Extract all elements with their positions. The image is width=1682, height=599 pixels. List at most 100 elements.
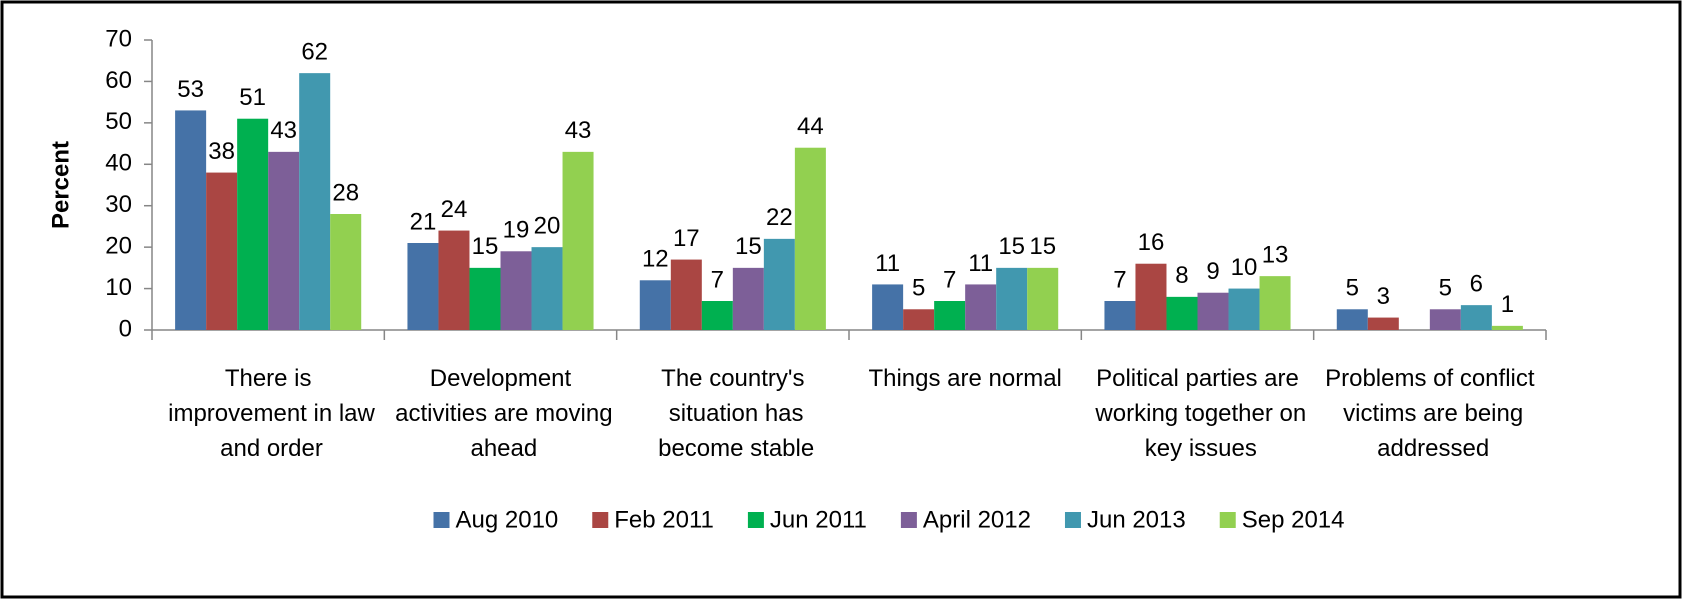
bar [1104, 301, 1136, 330]
x-tick-label-line: Things are normal [868, 365, 1061, 392]
bar [701, 301, 733, 330]
bar [268, 151, 300, 330]
x-tick-label-line: There is [225, 365, 312, 392]
y-axis-label: Percent [47, 141, 74, 229]
y-tick-label: 70 [105, 25, 132, 52]
x-tick-label-line: key issues [1138, 435, 1257, 462]
bar [299, 73, 331, 331]
y-tick-label: 10 [105, 274, 132, 301]
bar [1491, 325, 1523, 330]
value-label: 16 [1138, 229, 1165, 256]
legend-label: Jun 2011 [770, 506, 867, 533]
value-label: 7 [943, 266, 956, 293]
value-label: 53 [177, 76, 204, 103]
bar [670, 259, 702, 330]
legend-swatch [592, 512, 609, 528]
x-tick-label-line: The country's [661, 365, 804, 392]
value-label: 24 [441, 196, 468, 223]
legend-swatch [1064, 512, 1081, 528]
bar [1166, 296, 1198, 330]
x-tick-label: The country's situation has become stabl… [651, 365, 814, 462]
value-label: 51 [239, 84, 266, 111]
value-label: 6 [1470, 270, 1483, 297]
bar [732, 267, 764, 330]
y-tick-label: 40 [105, 150, 132, 177]
value-label: 13 [1262, 241, 1289, 268]
legend-item: Sep 2014 [1219, 506, 1345, 533]
bar [1027, 267, 1059, 330]
bar [1336, 309, 1368, 330]
value-label: 10 [1231, 254, 1258, 281]
y-tick-label: 30 [105, 191, 132, 218]
bar [1259, 276, 1291, 330]
y-tick-label: 0 [119, 315, 132, 342]
y-tick-label: 50 [105, 108, 132, 135]
legend-label: Feb 2011 [614, 506, 714, 533]
legend-item: Jun 2011 [747, 506, 867, 533]
bar [639, 280, 671, 330]
value-label: 28 [332, 179, 359, 206]
value-label: 44 [797, 113, 824, 140]
x-tick-label-line: become stable [651, 435, 814, 462]
legend-swatch [747, 512, 764, 528]
legend-item: Jun 2013 [1064, 506, 1186, 533]
value-label: 17 [673, 225, 700, 252]
bar [469, 267, 501, 330]
bar [1367, 317, 1399, 330]
bar [206, 172, 238, 330]
x-tick-label-line: situation has [662, 400, 803, 427]
bar [1228, 288, 1260, 330]
x-tick-label-line: working together on [1089, 400, 1306, 427]
x-tick-label: Development activities are moving ahead [388, 365, 612, 462]
bar [531, 247, 563, 330]
bar [1135, 263, 1167, 330]
legend-swatch [900, 512, 917, 528]
value-label: 38 [208, 138, 235, 165]
legend-item: April 2012 [900, 506, 1031, 533]
x-tick-label-line: activities are moving [388, 400, 612, 427]
x-tick-label-line: and order [213, 435, 322, 462]
x-tick-label: There is improvement in law and order [161, 365, 375, 462]
bar [407, 243, 439, 330]
value-label: 62 [301, 38, 328, 65]
value-label: 9 [1206, 258, 1219, 285]
bar [1460, 305, 1492, 330]
x-tick-label-line: Problems of conflict [1325, 365, 1535, 392]
bar [237, 118, 269, 330]
value-label: 12 [642, 246, 669, 273]
x-tick-label-line: Development [430, 365, 572, 392]
legend-item: Feb 2011 [592, 506, 714, 533]
legend-item: Aug 2010 [433, 506, 558, 533]
bar [934, 301, 966, 330]
value-label: 15 [472, 233, 499, 260]
value-label: 8 [1175, 262, 1188, 289]
value-label: 3 [1377, 283, 1390, 310]
y-tick-label: 60 [105, 67, 132, 94]
bar [794, 147, 826, 330]
x-tick-label-line: Political parties are [1096, 365, 1299, 392]
value-label: 11 [968, 250, 993, 277]
value-label: 43 [565, 117, 592, 144]
bar [500, 251, 532, 330]
value-label: 15 [1029, 233, 1056, 260]
value-label: 5 [1439, 275, 1452, 302]
x-tick-label-line: ahead [464, 435, 537, 462]
bar [1429, 309, 1461, 330]
bar [763, 238, 795, 330]
x-tick-label-line: victims are being [1336, 400, 1523, 427]
x-tick-label-line: addressed [1370, 435, 1489, 462]
value-label: 5 [1346, 275, 1359, 302]
bar [872, 284, 904, 330]
value-label: 19 [503, 217, 530, 244]
bar [330, 214, 362, 330]
bar [903, 309, 935, 330]
bar [1197, 292, 1229, 330]
value-label: 1 [1501, 291, 1514, 318]
bar [996, 267, 1028, 330]
legend-swatch [433, 512, 450, 528]
bar [175, 110, 207, 330]
value-label: 21 [410, 208, 437, 235]
value-label: 7 [711, 266, 724, 293]
value-label: 43 [270, 117, 297, 144]
